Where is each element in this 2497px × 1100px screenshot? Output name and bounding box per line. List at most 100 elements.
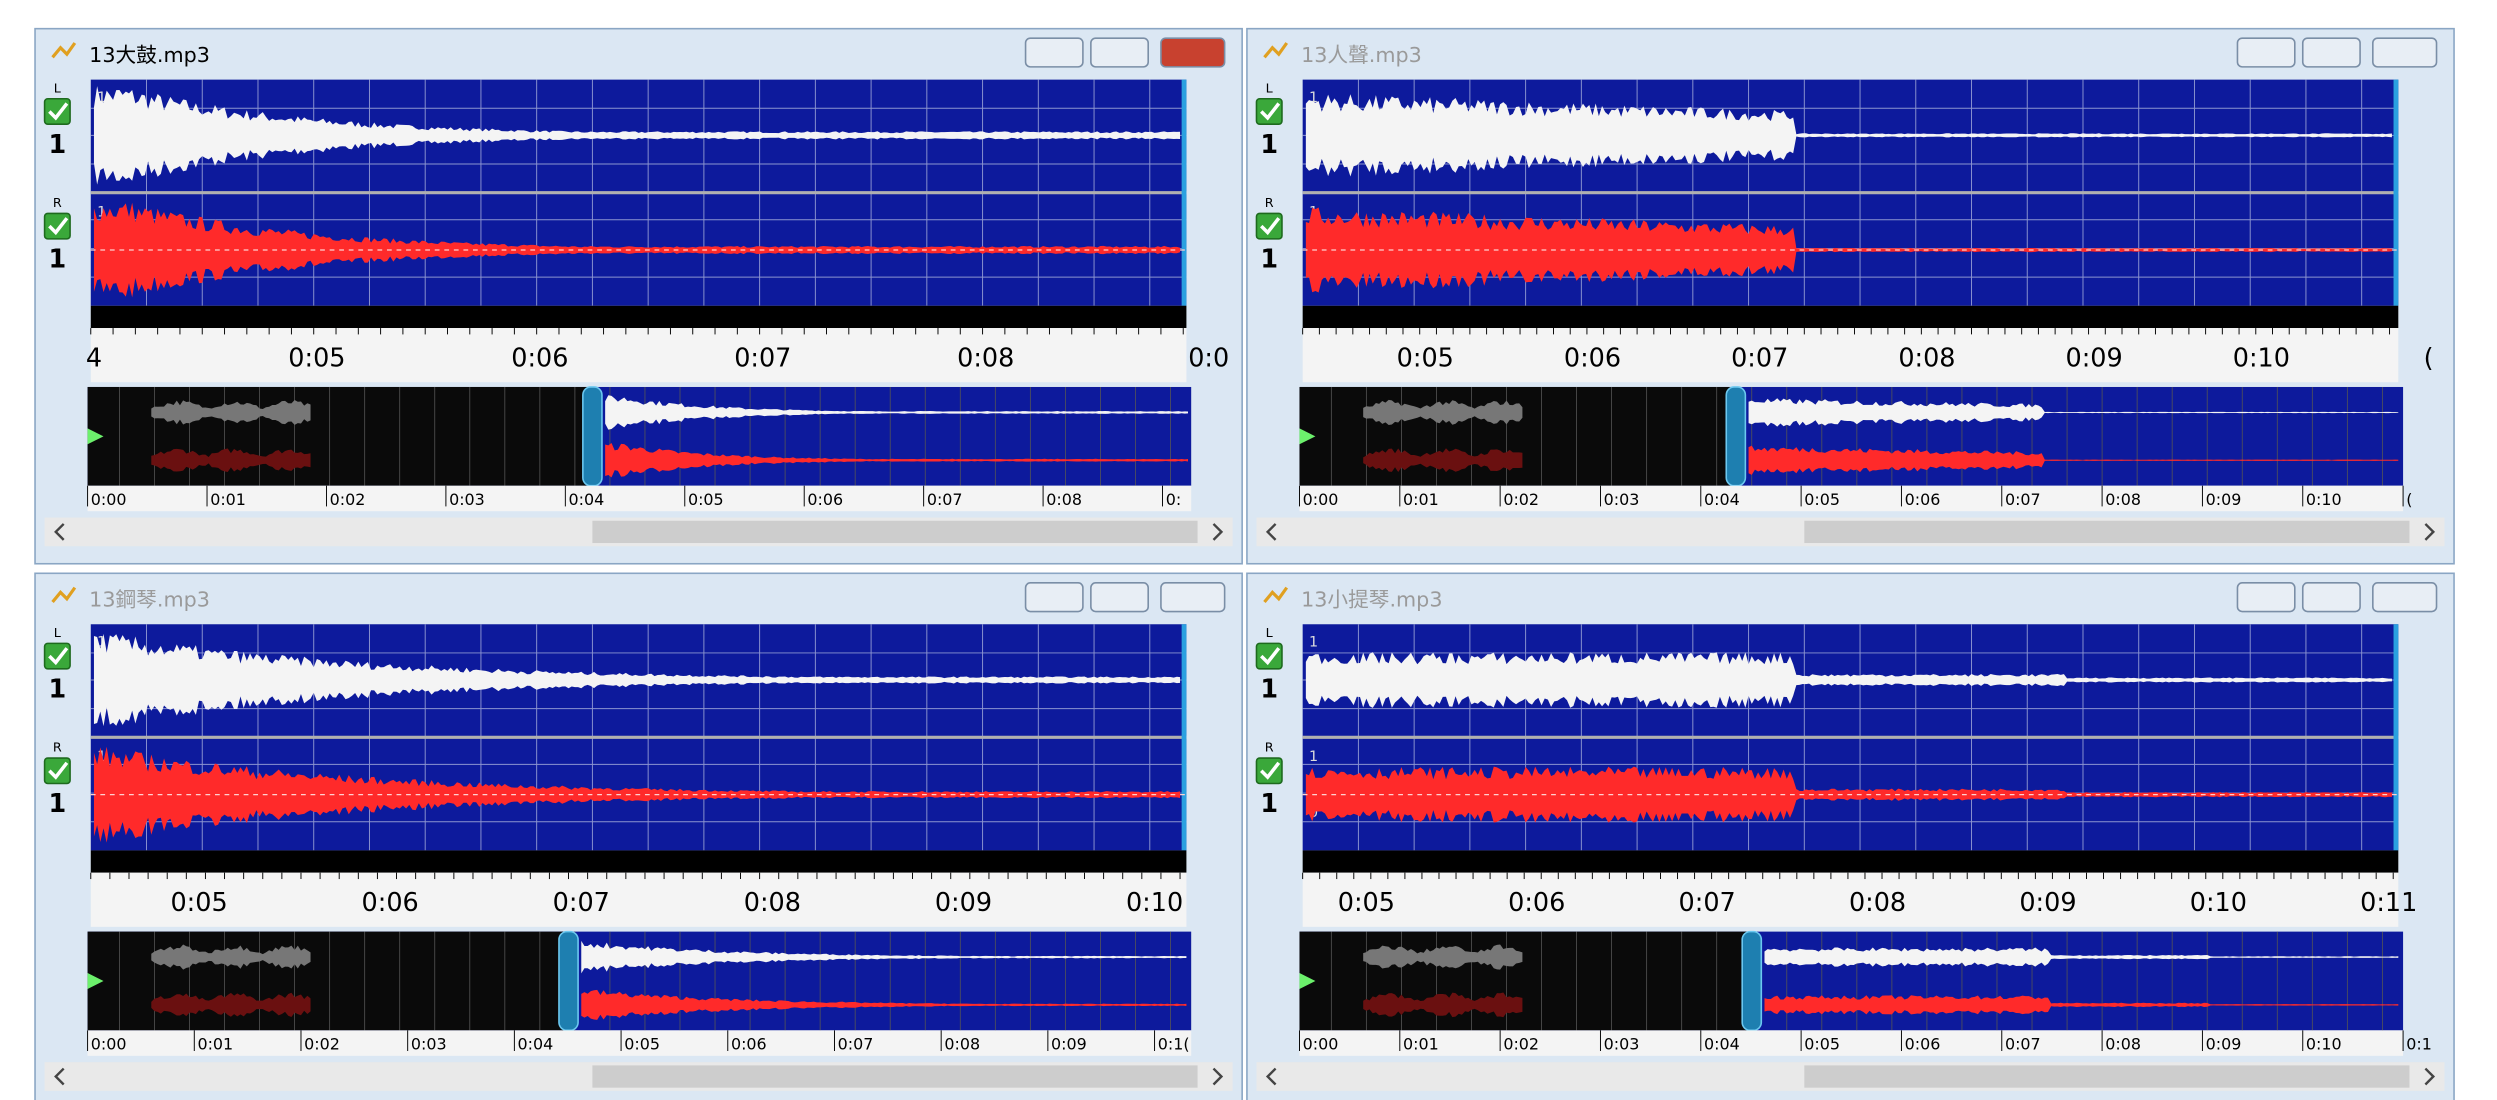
ruler-label: 0:08 bbox=[744, 888, 801, 918]
audio-window[interactable]: 13小提琴.mp3L110R1100:050:060:070:080:090:1… bbox=[1247, 573, 2454, 1100]
minimize-button[interactable] bbox=[1026, 583, 1083, 612]
window-title: 13大鼓.mp3 bbox=[89, 43, 210, 67]
ruler-label: 0:0 bbox=[1188, 343, 1229, 373]
channel-checkbox[interactable] bbox=[1256, 758, 1281, 783]
position-marker[interactable] bbox=[1742, 932, 1761, 1031]
overview-label: 0:00 bbox=[91, 490, 127, 509]
maximize-button[interactable] bbox=[1091, 583, 1148, 612]
ruler-label: 0:05 bbox=[170, 888, 227, 918]
ruler-label: 0:07 bbox=[1731, 343, 1788, 373]
scroll-thumb[interactable] bbox=[592, 521, 1197, 543]
overview-label: 0:00 bbox=[91, 1034, 127, 1053]
channel-checkbox[interactable] bbox=[1256, 213, 1281, 238]
ruler-label: 0:05 bbox=[288, 343, 345, 373]
ruler-strip bbox=[1303, 306, 2399, 328]
screen: 13大鼓.mp3L110R11040:050:060:070:080:00:00… bbox=[0, 0, 2497, 1100]
overview-label: 0:06 bbox=[807, 490, 843, 509]
minimize-button[interactable] bbox=[2237, 583, 2294, 612]
minimize-button[interactable] bbox=[1026, 38, 1083, 67]
selection-edge bbox=[2394, 80, 2399, 306]
close-button[interactable] bbox=[1161, 583, 1225, 612]
audio-window[interactable]: 13人聲.mp3L110R1100:050:060:070:080:090:10… bbox=[1247, 29, 2454, 564]
overview-label: 0:05 bbox=[624, 1034, 660, 1053]
overview-history-left bbox=[1363, 945, 1522, 970]
maximize-button[interactable] bbox=[2303, 38, 2360, 67]
overview-label: 0:07 bbox=[927, 490, 963, 509]
overview-label: 0:07 bbox=[838, 1034, 874, 1053]
overview-label: 0:08 bbox=[2105, 1034, 2141, 1053]
overview-label: 0:02 bbox=[330, 490, 366, 509]
overview-label: 0:07 bbox=[2005, 490, 2041, 509]
scroll-thumb[interactable] bbox=[1804, 521, 2409, 543]
overview-past bbox=[1299, 387, 1735, 486]
channel-gain: 1 bbox=[1260, 675, 1278, 705]
ruler-label: 0:06 bbox=[511, 343, 568, 373]
overview-label: 0:03 bbox=[411, 1034, 447, 1053]
ruler-label: 0:06 bbox=[1564, 343, 1621, 373]
audio-window[interactable]: 13大鼓.mp3L110R11040:050:060:070:080:00:00… bbox=[35, 29, 1242, 564]
overview-label: 0:03 bbox=[1604, 1034, 1640, 1053]
channel-checkbox[interactable] bbox=[45, 213, 70, 238]
overview-label: 0:06 bbox=[731, 1034, 767, 1053]
channel-checkbox[interactable] bbox=[1256, 643, 1281, 668]
minimize-button[interactable] bbox=[2237, 38, 2294, 67]
channel-checkbox[interactable] bbox=[1256, 99, 1281, 124]
overview-label: 0:01 bbox=[197, 1034, 233, 1053]
overview-label: 0:1 bbox=[2406, 1034, 2432, 1053]
ruler-label: 0:09 bbox=[2066, 343, 2123, 373]
maximize-button[interactable] bbox=[1091, 38, 1148, 67]
overview-label: 0:03 bbox=[1604, 490, 1640, 509]
ruler-label: 0:08 bbox=[1898, 343, 1955, 373]
channel-label: R bbox=[53, 741, 62, 756]
maximize-button[interactable] bbox=[2303, 583, 2360, 612]
channel-gain: 1 bbox=[1260, 245, 1278, 275]
overview-label: 0:09 bbox=[2206, 1034, 2242, 1053]
close-button[interactable] bbox=[2373, 38, 2437, 67]
position-marker[interactable] bbox=[583, 387, 602, 486]
ruler-label: 0:05 bbox=[1397, 343, 1454, 373]
ruler-label: 0:07 bbox=[1679, 888, 1736, 918]
audio-window[interactable]: 13鋼琴.mp3L110R1100:050:060:070:080:090:10… bbox=[35, 573, 1242, 1100]
window-title: 13鋼琴.mp3 bbox=[89, 588, 210, 612]
position-marker[interactable] bbox=[559, 932, 578, 1031]
close-button[interactable] bbox=[2373, 583, 2437, 612]
overview-label: 0:06 bbox=[1905, 1034, 1941, 1053]
channel-label: L bbox=[1266, 626, 1274, 641]
channel-checkbox[interactable] bbox=[45, 758, 70, 783]
overview-label: 0:03 bbox=[449, 490, 485, 509]
overview-label: 0:08 bbox=[1046, 490, 1082, 509]
ruler-label: 4 bbox=[86, 343, 102, 373]
channel-checkbox[interactable] bbox=[45, 99, 70, 124]
overview-label: 0:10 bbox=[2306, 1034, 2342, 1053]
overview-past bbox=[88, 932, 569, 1031]
channel-checkbox[interactable] bbox=[45, 643, 70, 668]
scroll-thumb[interactable] bbox=[592, 1065, 1197, 1087]
overview-label: 0:04 bbox=[569, 490, 605, 509]
overview-label: 0:07 bbox=[2005, 1034, 2041, 1053]
overview-label: 0:01 bbox=[210, 490, 246, 509]
ruler-label: 0:10 bbox=[2233, 343, 2290, 373]
overview-label: 0:04 bbox=[1704, 490, 1740, 509]
channel-label: L bbox=[1266, 81, 1274, 96]
scroll-thumb[interactable] bbox=[1804, 1065, 2409, 1087]
page: 13大鼓.mp3L110R11040:050:060:070:080:00:00… bbox=[0, 0, 2497, 1100]
close-button[interactable] bbox=[1161, 38, 1225, 67]
overview-label: 0:08 bbox=[944, 1034, 980, 1053]
ruler-label: 0:06 bbox=[362, 888, 419, 918]
overview-label: 0:05 bbox=[1804, 1034, 1840, 1053]
selection-edge bbox=[1182, 624, 1187, 850]
ruler-strip bbox=[1303, 850, 2399, 872]
overview-label: 0:00 bbox=[1303, 490, 1339, 509]
ruler-label: 0:06 bbox=[1508, 888, 1565, 918]
overview-label: 0:05 bbox=[1804, 490, 1840, 509]
position-marker[interactable] bbox=[1726, 387, 1745, 486]
ruler-label: 0:08 bbox=[1849, 888, 1906, 918]
channel-gain: 1 bbox=[48, 245, 66, 275]
channel-gain: 1 bbox=[1260, 789, 1278, 819]
ruler-label: 0:08 bbox=[957, 343, 1014, 373]
channel-label: L bbox=[54, 81, 62, 96]
overview-label: 0:04 bbox=[1704, 1034, 1740, 1053]
overview-past bbox=[88, 387, 593, 486]
overview-ruler bbox=[88, 486, 1192, 511]
channel-gain: 1 bbox=[1260, 130, 1278, 160]
